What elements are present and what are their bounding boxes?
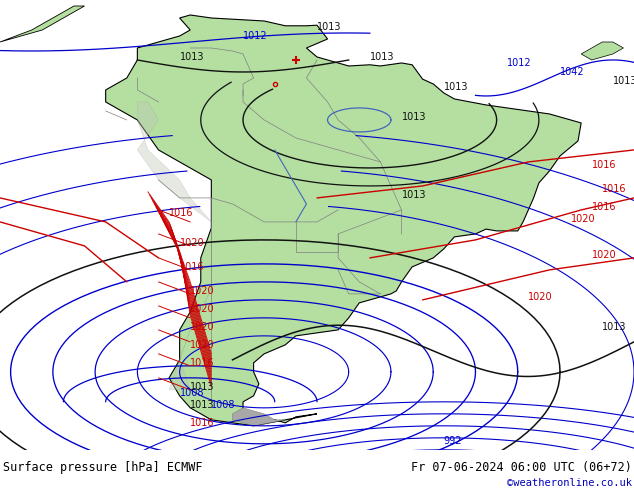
Text: ©weatheronline.co.uk: ©weatheronline.co.uk (507, 478, 632, 489)
Text: 1013: 1013 (401, 112, 426, 122)
Text: 1020: 1020 (571, 214, 595, 224)
Text: 1016: 1016 (190, 418, 215, 428)
Text: 1020: 1020 (179, 238, 204, 248)
Text: 1008: 1008 (211, 400, 236, 410)
Text: 1020: 1020 (190, 304, 215, 314)
Text: 1020: 1020 (528, 292, 553, 302)
Text: 1013: 1013 (370, 52, 394, 62)
Polygon shape (138, 102, 211, 390)
Text: 1016: 1016 (592, 160, 616, 170)
Text: 1020: 1020 (190, 286, 215, 296)
Text: 1016: 1016 (190, 358, 215, 368)
Text: 1020: 1020 (592, 250, 616, 260)
Text: 1016: 1016 (592, 202, 616, 212)
Text: 1013: 1013 (444, 82, 469, 92)
Text: 1016: 1016 (602, 184, 627, 194)
Text: 1008: 1008 (179, 388, 204, 398)
Text: 1012: 1012 (507, 58, 532, 68)
Text: 1020: 1020 (190, 322, 215, 332)
Text: 1020: 1020 (190, 340, 215, 350)
Text: 1013: 1013 (179, 52, 204, 62)
Text: 1016: 1016 (179, 262, 204, 272)
Polygon shape (0, 6, 84, 42)
Polygon shape (233, 408, 285, 426)
Text: 1012: 1012 (243, 31, 268, 41)
Text: 992: 992 (444, 436, 462, 446)
Text: Surface pressure [hPa] ECMWF: Surface pressure [hPa] ECMWF (3, 461, 203, 474)
Polygon shape (581, 42, 623, 60)
Text: 1013: 1013 (317, 22, 342, 32)
Text: 1013: 1013 (190, 382, 215, 392)
Text: 1013: 1013 (190, 400, 215, 410)
Text: 1013: 1013 (602, 322, 627, 332)
Text: Fr 07-06-2024 06:00 UTC (06+72): Fr 07-06-2024 06:00 UTC (06+72) (411, 461, 632, 474)
Polygon shape (106, 15, 581, 426)
Text: 1013: 1013 (401, 190, 426, 200)
Text: 1013: 1013 (613, 76, 634, 86)
Text: 1042: 1042 (560, 67, 585, 77)
Text: 1016: 1016 (169, 208, 193, 218)
